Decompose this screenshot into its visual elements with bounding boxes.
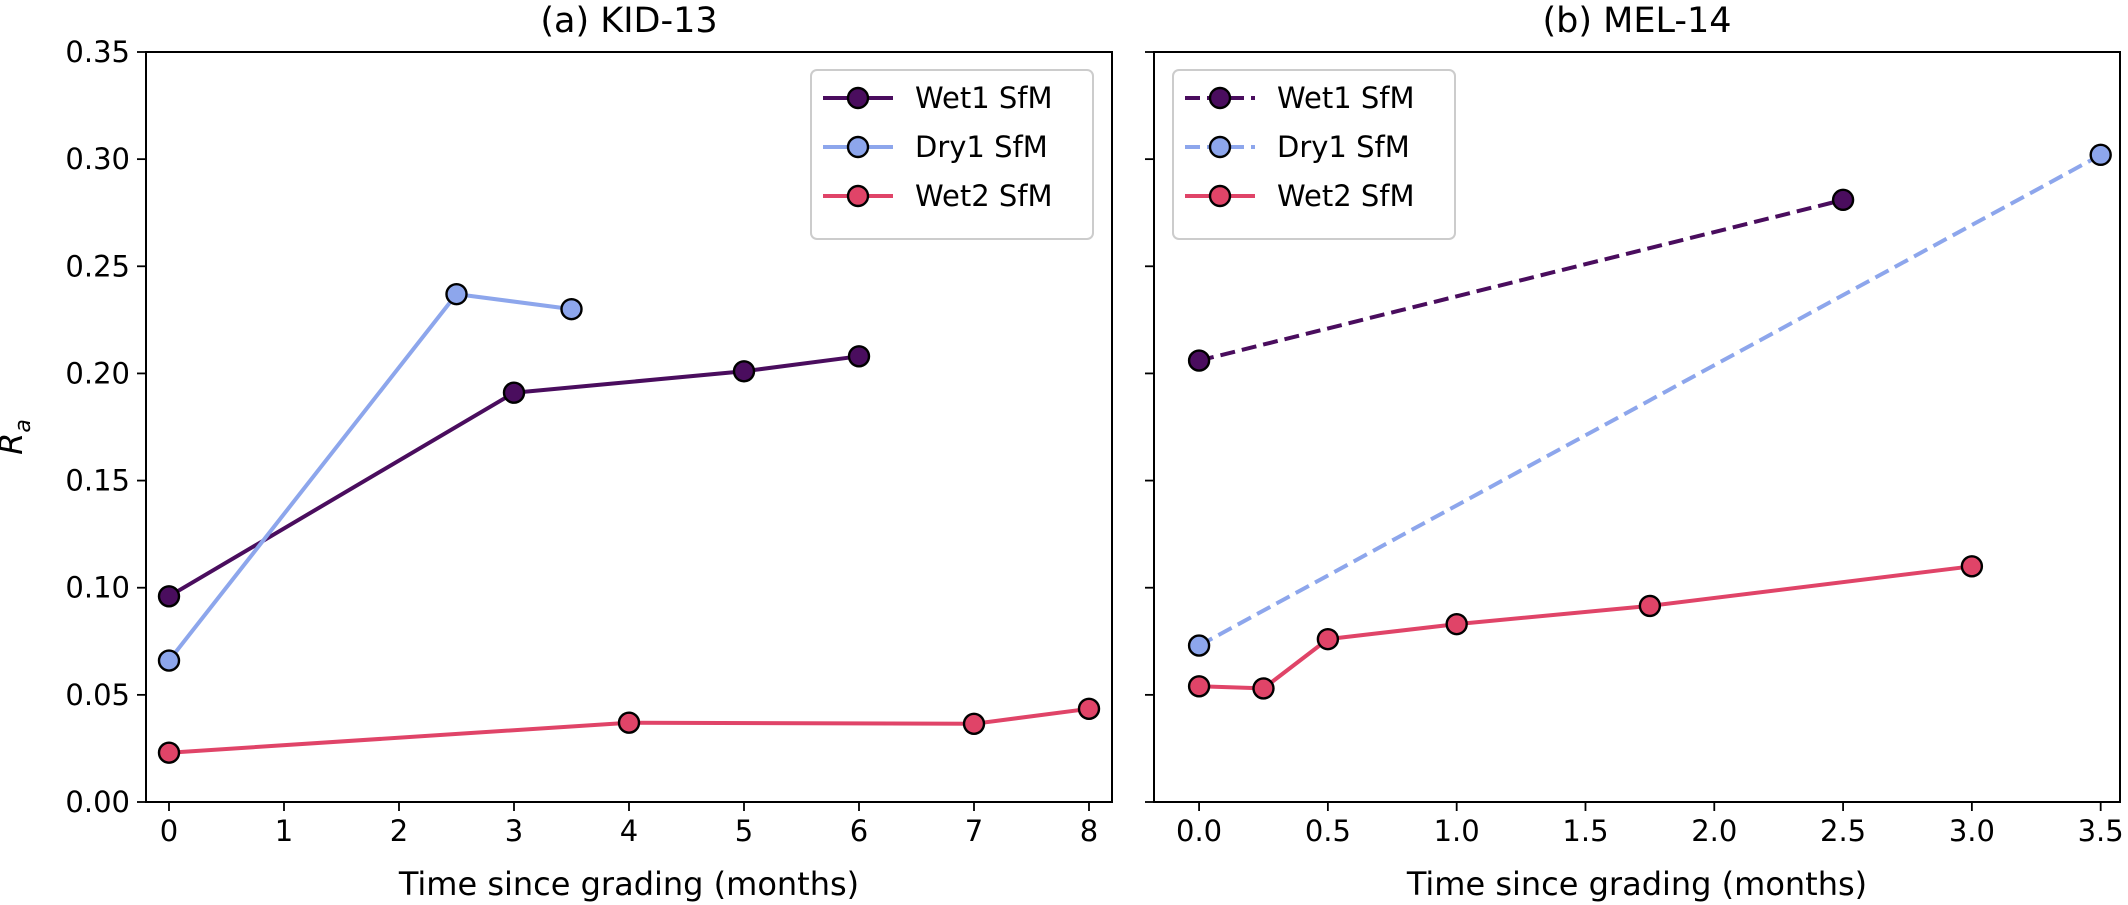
data-point [1187, 349, 1211, 372]
y-tick-label: 0.05 [65, 678, 130, 712]
plot-frame [145, 51, 1113, 803]
x-tick-label: 1 [275, 814, 293, 848]
series-dry1-sfm [1187, 143, 2112, 657]
legend-item: Wet1 SfM [823, 81, 1053, 115]
data-point [617, 711, 641, 734]
x-tick-label: 8 [1080, 814, 1098, 848]
y-axis-label-main: R [0, 433, 30, 455]
series-dry1-sfm [157, 282, 583, 672]
legend-label: Wet1 SfM [1277, 81, 1415, 115]
series-line [1199, 564, 1973, 691]
legend-item: Wet2 SfM [823, 179, 1053, 213]
series-wet1-sfm [157, 345, 871, 608]
x-tick-label: 1.0 [1434, 814, 1480, 848]
legend: Wet1 SfM Dry1 SfM Wet2 SfM [1172, 69, 1456, 240]
y-tick-label: 0.35 [65, 35, 130, 69]
x-tick-label: 1.5 [1562, 814, 1608, 848]
x-tick-label: 0.0 [1176, 814, 1222, 848]
x-axis-label: Time since grading (months) [1406, 865, 1867, 903]
legend-item: Wet2 SfM [1185, 179, 1415, 213]
data-point [1187, 675, 1211, 698]
data-point [1187, 634, 1211, 657]
x-tick-label: 0.5 [1305, 814, 1351, 848]
legend-item: Wet1 SfM [1185, 81, 1415, 115]
legend-label: Wet2 SfM [1277, 179, 1415, 213]
panel-title: (b) MEL-14 [1542, 1, 1731, 41]
legend-item: Dry1 SfM [823, 130, 1048, 164]
legend-marker [846, 135, 870, 159]
data-point [157, 741, 181, 764]
legend-marker [846, 86, 870, 110]
x-tick-label: 3.0 [1949, 814, 1995, 848]
x-tick-label: 3.5 [2078, 814, 2124, 848]
x-tick-label: 2.0 [1691, 814, 1737, 848]
data-point [1638, 594, 1662, 618]
data-point [157, 585, 181, 608]
x-tick-label: 2 [390, 814, 408, 848]
legend-label: Wet2 SfM [915, 179, 1053, 213]
x-tick-label: 4 [620, 814, 638, 848]
legend-label: Dry1 SfM [1277, 130, 1410, 164]
legend-label: Wet1 SfM [915, 81, 1053, 115]
series-wet1-sfm [1187, 188, 1855, 372]
data-point [1077, 697, 1101, 720]
data-point [445, 282, 468, 306]
data-point [2089, 143, 2112, 167]
data-point [847, 345, 871, 368]
legend-item: Dry1 SfM [1185, 130, 1410, 164]
x-tick-label: 0 [160, 814, 178, 848]
x-tick-label: 6 [850, 814, 868, 848]
data-point [560, 297, 583, 321]
y-tick-label: 0.20 [65, 356, 130, 390]
data-point [1960, 555, 1984, 578]
panel-mel-14: (b) MEL-14 0.0 0.5 1.0 1.5 2.0 2.5 3.0 3.5 Time s… [1145, 1, 2124, 903]
data-point [1316, 627, 1340, 651]
x-tick-label: 3 [505, 814, 523, 848]
data-point [1831, 188, 1855, 212]
x-tick-label: 7 [965, 814, 983, 848]
series-wet2-sfm [1187, 555, 1984, 700]
legend: Wet1 SfM Dry1 SfM Wet2 SfM [810, 69, 1094, 240]
plot-frame [1153, 51, 2121, 803]
legend-marker [846, 184, 870, 208]
x-tick-label: 5 [735, 814, 753, 848]
series-line [168, 706, 1090, 755]
panel-kid-13: (a) KID-13 0 1 2 3 4 5 6 7 8 0.00 0.05 0.10 0.15 0.20 0… [65, 1, 1113, 903]
y-axis-label: Ra [0, 419, 36, 455]
y-tick-label: 0.00 [65, 785, 130, 819]
series-wet2-sfm [157, 697, 1101, 764]
y-tick-label: 0.10 [65, 571, 130, 605]
legend-label: Dry1 SfM [915, 130, 1048, 164]
panel-title: (a) KID-13 [540, 1, 717, 41]
x-axis-label: Time since grading (months) [398, 865, 859, 903]
legend-marker [1208, 135, 1232, 159]
data-point [502, 381, 526, 404]
data-point [1252, 677, 1275, 700]
y-tick-label: 0.25 [65, 249, 130, 283]
data-point [732, 360, 756, 383]
x-tick-label: 2.5 [1820, 814, 1866, 848]
data-point [962, 712, 986, 735]
data-point [1445, 612, 1468, 636]
legend-marker [1208, 86, 1232, 110]
y-tick-label: 0.30 [65, 142, 130, 176]
series-line [167, 354, 860, 599]
series-line [1198, 153, 2102, 648]
legend-marker [1208, 184, 1232, 208]
series-line [1198, 197, 1844, 363]
y-axis-label-subscript: a [11, 419, 36, 432]
data-point [157, 649, 181, 672]
y-tick-label: 0.15 [65, 464, 130, 498]
